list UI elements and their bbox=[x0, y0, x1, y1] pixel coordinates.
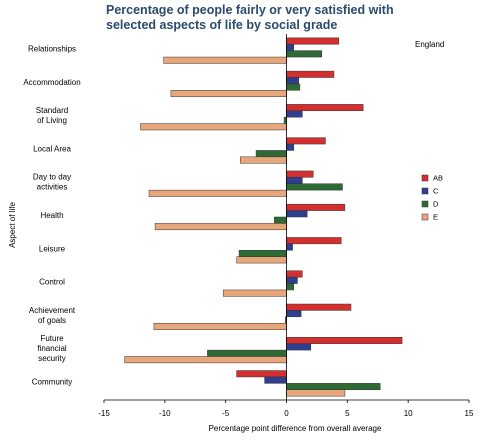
bar-d-0 bbox=[286, 50, 323, 58]
x-tick-label: 15 bbox=[465, 409, 474, 418]
x-tick-label: 5 bbox=[345, 409, 350, 418]
category-label-4: Day to day activities bbox=[33, 173, 71, 192]
x-tick-label: 0 bbox=[284, 409, 289, 418]
category-label-line: Health bbox=[40, 211, 63, 220]
legend-label-c: C bbox=[433, 187, 439, 196]
category-label-line: Day to day bbox=[33, 173, 71, 182]
x-tick-label: -10 bbox=[159, 409, 171, 418]
bar-c-6 bbox=[286, 243, 293, 251]
bar-d-7 bbox=[286, 283, 295, 291]
bar-d-3 bbox=[255, 150, 287, 158]
bar-ab-10 bbox=[236, 370, 287, 378]
bar-e-2 bbox=[140, 123, 287, 131]
bars-layer bbox=[124, 37, 403, 397]
legend-swatch-ab bbox=[421, 174, 429, 182]
category-label-line: Accommodation bbox=[23, 78, 80, 87]
bar-e-10 bbox=[286, 389, 346, 397]
x-axis: -15 -10 -5 0 5 10 15 bbox=[98, 34, 474, 418]
category-label-0: Relationships bbox=[28, 45, 76, 54]
legend: AB CDE bbox=[421, 174, 443, 222]
bar-e-5 bbox=[154, 223, 287, 231]
x-tick-label: -15 bbox=[98, 409, 110, 418]
bar-c-9 bbox=[286, 343, 312, 351]
category-label-line: of Living bbox=[37, 116, 67, 125]
category-label-9: Future financial security bbox=[37, 334, 67, 363]
bar-ab-7 bbox=[286, 270, 303, 278]
category-label-8: Achievement of goals bbox=[29, 306, 76, 325]
category-label-line: Control bbox=[39, 278, 65, 287]
bar-c-7 bbox=[286, 276, 298, 284]
category-label-line: Standard bbox=[36, 106, 68, 115]
bar-d-4 bbox=[286, 183, 343, 191]
bar-e-0 bbox=[163, 56, 287, 64]
category-label-line: Community bbox=[32, 377, 72, 386]
bar-d-1 bbox=[286, 83, 301, 91]
bar-c-2 bbox=[286, 110, 303, 118]
x-tick-label: 10 bbox=[404, 409, 413, 418]
chart-title: Percentage of people fairly or very sati… bbox=[106, 3, 446, 33]
bar-d-9 bbox=[207, 349, 287, 357]
bar-ab-3 bbox=[286, 137, 326, 145]
bar-d-10 bbox=[286, 383, 381, 391]
legend-swatch-d bbox=[421, 200, 429, 208]
bar-d-5 bbox=[274, 216, 287, 224]
category-label-3: Local Area bbox=[33, 145, 71, 154]
legend-label-e: E bbox=[433, 213, 438, 222]
bar-e-6 bbox=[236, 256, 287, 264]
legend-label-ab: AB bbox=[433, 174, 443, 183]
chart-title-line-1: Percentage of people fairly or very sati… bbox=[106, 3, 394, 17]
bar-e-1 bbox=[170, 90, 287, 97]
bar-ab-9 bbox=[286, 337, 403, 344]
bar-ab-5 bbox=[286, 203, 346, 211]
legend-swatch-c bbox=[421, 187, 429, 195]
bar-c-3 bbox=[286, 143, 295, 151]
y-axis-title: Aspect of life bbox=[8, 202, 17, 248]
category-label-5: Health bbox=[40, 211, 63, 220]
category-label-line: Local Area bbox=[33, 145, 71, 154]
bar-d-6 bbox=[238, 250, 287, 257]
bar-ab-6 bbox=[286, 237, 342, 245]
bar-c-8 bbox=[286, 310, 302, 318]
category-label-line: activities bbox=[37, 183, 68, 192]
bar-c-1 bbox=[286, 77, 299, 85]
category-label-2: Standard of Living bbox=[36, 106, 68, 125]
bar-e-7 bbox=[222, 289, 287, 297]
legend-label-d: D bbox=[433, 200, 439, 209]
category-label-line: Leisure bbox=[39, 244, 66, 253]
bar-ab-8 bbox=[286, 303, 352, 311]
bar-ab-1 bbox=[286, 70, 335, 78]
category-label-line: of goals bbox=[38, 316, 66, 325]
bar-e-4 bbox=[148, 189, 287, 197]
bar-e-8 bbox=[153, 322, 287, 330]
category-label-7: Control bbox=[39, 278, 65, 287]
region-label: England bbox=[415, 40, 444, 49]
category-label-10: Community bbox=[32, 377, 72, 386]
bar-e-3 bbox=[240, 156, 287, 164]
legend-swatch-e bbox=[421, 213, 429, 221]
bar-ab-0 bbox=[286, 37, 340, 45]
category-label-1: Accommodation bbox=[23, 78, 80, 87]
category-label-line: Relationships bbox=[28, 45, 76, 54]
x-axis-title: Percentage point difference from overall… bbox=[209, 424, 382, 433]
bar-c-4 bbox=[286, 177, 303, 184]
category-labels: Relationships Accommodation Standard of Liv… bbox=[23, 45, 80, 387]
category-label-line: security bbox=[38, 354, 66, 363]
bar-c-0 bbox=[286, 43, 295, 51]
x-tick-label: -5 bbox=[222, 409, 230, 418]
bar-e-9 bbox=[124, 356, 287, 364]
category-label-line: financial bbox=[37, 344, 67, 353]
category-label-6: Leisure bbox=[39, 244, 66, 253]
chart-title-line-2: selected aspects of life by social grade bbox=[106, 18, 338, 32]
category-label-line: Achievement bbox=[29, 306, 76, 315]
bar-ab-2 bbox=[286, 104, 364, 112]
bar-ab-4 bbox=[286, 170, 314, 178]
bar-c-10 bbox=[264, 376, 287, 384]
category-label-line: Future bbox=[40, 334, 64, 343]
bar-c-5 bbox=[286, 210, 308, 218]
